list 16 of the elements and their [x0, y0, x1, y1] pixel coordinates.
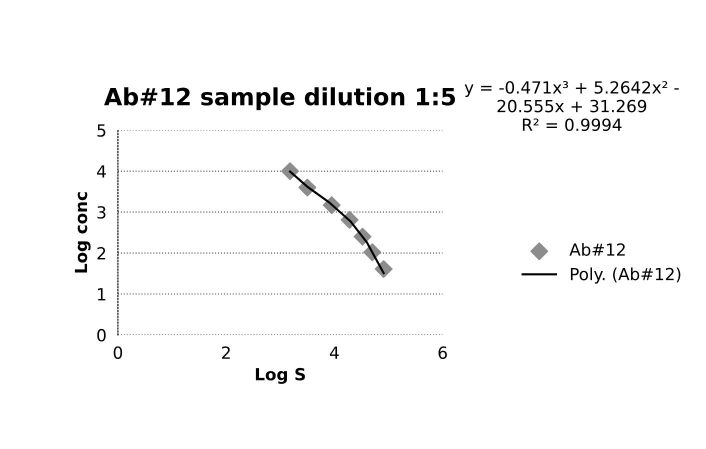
x-tick-label: 4	[330, 346, 339, 359]
y-axis-title: Log conc	[74, 192, 91, 272]
y-tick-label: 2	[97, 247, 106, 260]
chart-title: Ab#12 sample dilution 1:5	[104, 87, 455, 110]
y-tick-label: 1	[98, 288, 106, 300]
y-tick-label: 3	[97, 206, 106, 219]
y-tick-label: 5	[97, 124, 106, 137]
legend-label: Ab#12	[569, 242, 625, 256]
x-axis-title: Log S	[256, 368, 305, 384]
x-tick-label: 6	[438, 346, 447, 359]
x-tick-label: 0	[114, 346, 122, 359]
x-tick-label: 2	[222, 346, 230, 359]
legend-label: Poly. (Ab#12)	[570, 267, 680, 284]
y-tick-label: 4	[97, 165, 106, 178]
y-tick-label: 0	[97, 328, 106, 342]
text: y = -0.471x³ + 5.2642x² - 20.555x + 31.269 R² = 0.9994	[464, 81, 679, 132]
